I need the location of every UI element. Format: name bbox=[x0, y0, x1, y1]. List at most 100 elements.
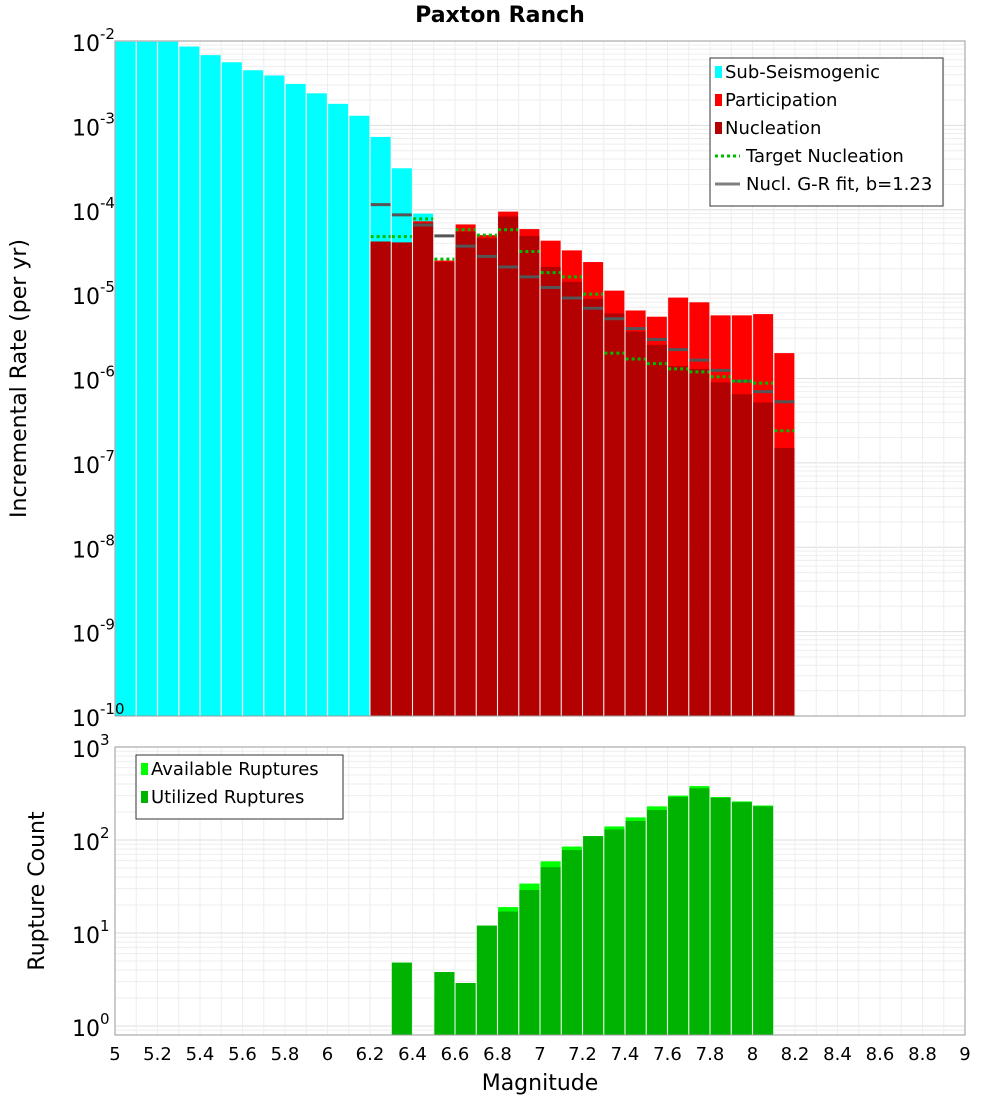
legend-label: Nucleation bbox=[725, 118, 821, 139]
y-tick-label: 10-4 bbox=[72, 194, 115, 226]
x-tick-label: 5.2 bbox=[143, 1044, 172, 1065]
utilized-ruptures-bar bbox=[561, 850, 582, 1035]
nucleation-bar bbox=[370, 241, 391, 717]
sub-seismogenic-bar bbox=[328, 103, 349, 717]
bottom-panel: 103 102 101 100 5 5.2 5.4 5.6 5.8 6 6.2 6.4 6.6 6.8 7… bbox=[25, 731, 971, 1096]
x-tick-label: 5.6 bbox=[228, 1044, 257, 1065]
y-tick-label: 10-8 bbox=[72, 531, 115, 563]
x-tick-label: 8.6 bbox=[866, 1044, 895, 1065]
utilized-ruptures-bar bbox=[646, 810, 667, 1035]
nucleation-bar bbox=[668, 366, 689, 716]
sub-seismogenic-bar bbox=[179, 46, 200, 717]
nucleation-bar bbox=[731, 394, 752, 716]
nucleation-bar bbox=[604, 313, 625, 716]
sub-seismogenic-bar bbox=[243, 70, 264, 716]
utilized-ruptures-bar bbox=[455, 982, 476, 1035]
legend-swatch bbox=[141, 791, 148, 803]
y-tick-label: 101 bbox=[72, 917, 110, 949]
legend-label: Utilized Ruptures bbox=[151, 787, 304, 808]
bottom-plot-frame bbox=[114, 746, 966, 1036]
utilized-ruptures-bar bbox=[625, 821, 646, 1035]
nucleation-bar bbox=[689, 368, 710, 716]
legend-swatch bbox=[715, 122, 722, 134]
utilized-ruptures-bars bbox=[391, 788, 774, 1035]
utilized-ruptures-bar bbox=[476, 925, 497, 1035]
chart-title: Paxton Ranch bbox=[415, 3, 585, 28]
nucleation-bar bbox=[710, 382, 731, 716]
x-tick-label: 6.8 bbox=[483, 1044, 512, 1065]
utilized-ruptures-bar bbox=[583, 836, 604, 1035]
x-tick-label: 8.8 bbox=[908, 1044, 937, 1065]
sub-seismogenic-bar bbox=[221, 62, 242, 716]
x-tick-label: 7.8 bbox=[696, 1044, 725, 1065]
x-tick-label: 6.4 bbox=[398, 1044, 427, 1065]
y-tick-label: 103 bbox=[72, 731, 110, 763]
nucleation-bar bbox=[391, 242, 412, 716]
x-tick-label: 8.4 bbox=[823, 1044, 852, 1065]
y-tick-label: 10-2 bbox=[72, 25, 115, 57]
legend-label: Nucl. G-R fit, b=1.23 bbox=[746, 174, 932, 195]
x-tick-label: 5 bbox=[109, 1044, 120, 1065]
sub-seismogenic-bar bbox=[306, 93, 327, 716]
nucleation-bars bbox=[370, 216, 795, 717]
x-tick-label: 5.4 bbox=[186, 1044, 215, 1065]
legend-swatch bbox=[715, 66, 722, 78]
x-tick-label: 6.2 bbox=[356, 1044, 385, 1065]
y-tick-label: 10-6 bbox=[72, 363, 115, 395]
sub-seismogenic-bar bbox=[285, 83, 306, 716]
x-tick-label: 5.8 bbox=[271, 1044, 300, 1065]
sub-seismogenic-bar bbox=[158, 41, 179, 717]
x-tick-label: 8.2 bbox=[781, 1044, 810, 1065]
utilized-ruptures-bar bbox=[540, 867, 561, 1035]
x-tick-label: 7.6 bbox=[653, 1044, 682, 1065]
utilized-ruptures-bar bbox=[731, 802, 752, 1035]
x-tick-label: 6 bbox=[322, 1044, 333, 1065]
nucleation-bar bbox=[434, 262, 455, 716]
sub-seismogenic-bar bbox=[349, 115, 370, 716]
nucleation-bar bbox=[413, 222, 434, 716]
nucleation-bar bbox=[625, 331, 646, 716]
x-tick-label: 7.4 bbox=[611, 1044, 640, 1065]
x-tick-label: 6.6 bbox=[441, 1044, 470, 1065]
sub-seismogenic-bar bbox=[200, 55, 221, 716]
y-tick-label: 102 bbox=[72, 824, 110, 856]
x-tick-label: 7.2 bbox=[568, 1044, 597, 1065]
legend-label: Sub-Seismogenic bbox=[725, 62, 880, 83]
utilized-ruptures-bar bbox=[604, 829, 625, 1035]
utilized-ruptures-bar bbox=[519, 889, 540, 1035]
top-plot-frame bbox=[114, 40, 966, 717]
sub-seismogenic-bar bbox=[136, 41, 157, 717]
legend-label: Available Ruptures bbox=[151, 759, 319, 780]
utilized-ruptures-bar bbox=[689, 788, 710, 1035]
nucleation-bar bbox=[646, 344, 667, 716]
utilized-ruptures-bar bbox=[668, 796, 689, 1035]
x-tick-label: 8 bbox=[747, 1044, 758, 1065]
x-tick-labels: 5 5.2 5.4 5.6 5.8 6 6.2 6.4 6.6 6.8 7 7.2 7.4 7.6 7.8 8… bbox=[109, 1044, 970, 1065]
bottom-y-tick-labels: 103 102 101 100 bbox=[72, 731, 110, 1042]
y-tick-label: 10-10 bbox=[72, 700, 125, 732]
bottom-legend: Available Ruptures Utilized Ruptures bbox=[135, 754, 344, 820]
y-tick-label: 10-9 bbox=[72, 616, 115, 648]
utilized-ruptures-bar bbox=[434, 972, 455, 1035]
nucleation-bar bbox=[753, 402, 774, 716]
nucleation-bar bbox=[583, 298, 604, 716]
utilized-ruptures-bar bbox=[753, 806, 774, 1035]
sub-seismogenic-bar bbox=[115, 41, 136, 717]
top-y-tick-labels: 10-2 10-3 10-4 10-5 10-6 10-7 10-8 10-9 10-10 bbox=[72, 25, 125, 732]
legend-label: Target Nucleation bbox=[745, 146, 904, 167]
top-y-axis-label: Incremental Rate (per yr) bbox=[7, 239, 32, 518]
nucleation-bar bbox=[498, 216, 519, 716]
y-tick-label: 10-3 bbox=[72, 109, 115, 141]
y-tick-label: 100 bbox=[72, 1010, 110, 1042]
legend-label: Participation bbox=[725, 90, 837, 111]
y-tick-label: 10-5 bbox=[72, 278, 115, 310]
utilized-ruptures-bar bbox=[710, 797, 731, 1035]
x-tick-label: 9 bbox=[959, 1044, 970, 1065]
legend-box bbox=[135, 754, 344, 820]
legend-box bbox=[709, 57, 944, 207]
top-panel: 10-2 10-3 10-4 10-5 10-6 10-7 10-8 10-9 10-10 In… bbox=[7, 25, 966, 732]
nucleation-bar bbox=[774, 448, 795, 716]
sub-seismogenic-bar bbox=[264, 75, 285, 717]
nucleation-bar bbox=[519, 235, 540, 716]
nucleation-bar bbox=[561, 281, 582, 716]
